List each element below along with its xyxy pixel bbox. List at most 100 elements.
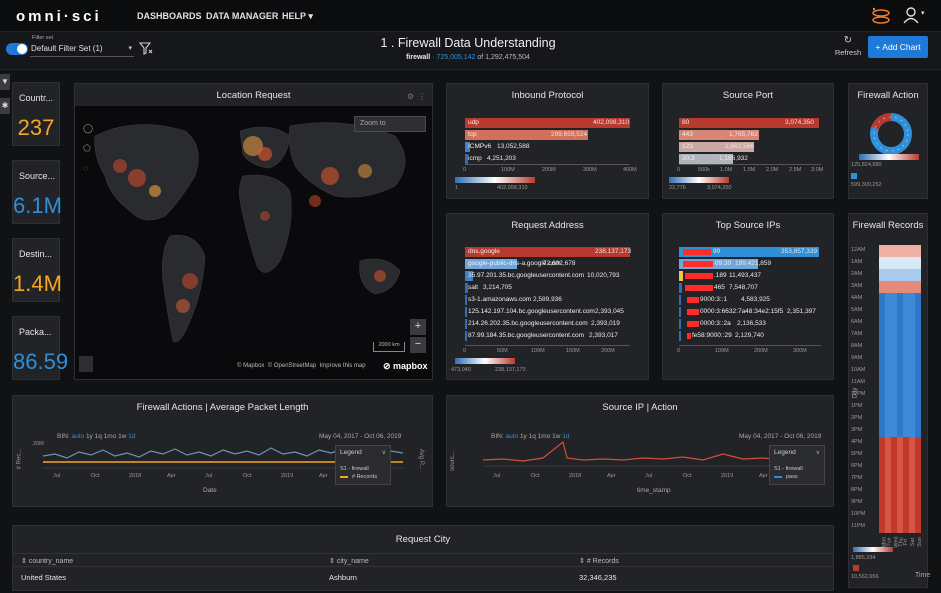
refresh-button[interactable]: ↻ Refresh <box>834 36 862 58</box>
heatmap-cell[interactable] <box>891 245 897 257</box>
heatmap-cell[interactable] <box>891 473 897 485</box>
heatmap-cell[interactable] <box>915 401 921 413</box>
heatmap-cell[interactable] <box>879 401 885 413</box>
heatmap-cell[interactable] <box>879 365 885 377</box>
heatmap-cell[interactable] <box>903 341 909 353</box>
heatmap-cell[interactable] <box>897 485 903 497</box>
filter-set-select[interactable]: Default Filter Set (1) ▾ <box>30 41 134 57</box>
omnisci-logo[interactable]: omni·sci <box>16 8 102 25</box>
heatmap-cell[interactable] <box>915 425 921 437</box>
heatmap-cell[interactable] <box>909 269 915 281</box>
bar-port-80[interactable] <box>679 118 819 128</box>
heatmap-cell[interactable] <box>903 305 909 317</box>
heatmap-cell[interactable] <box>897 449 903 461</box>
firewall-action-ring[interactable] <box>867 110 915 158</box>
heatmap-cell[interactable] <box>879 485 885 497</box>
heatmap-cell[interactable] <box>915 257 921 269</box>
heatmap-cell[interactable] <box>897 341 903 353</box>
heatmap-cell[interactable] <box>879 449 885 461</box>
bar-port-123[interactable] <box>679 142 754 152</box>
heatmap-cell[interactable] <box>885 509 891 521</box>
bar-row[interactable] <box>465 331 467 341</box>
heatmap-cell[interactable] <box>879 341 885 353</box>
heatmap-cell[interactable] <box>885 497 891 509</box>
heatmap-cell[interactable] <box>885 401 891 413</box>
heatmap-cell[interactable] <box>891 341 897 353</box>
heatmap-cell[interactable] <box>909 461 915 473</box>
heatmap-cell[interactable] <box>909 293 915 305</box>
map-search-input[interactable]: Zoom to <box>354 116 426 132</box>
heatmap-cell[interactable] <box>909 281 915 293</box>
heatmap-cell[interactable] <box>915 377 921 389</box>
color-legend[interactable] <box>853 547 893 552</box>
heatmap-cell[interactable] <box>903 521 909 533</box>
add-chart-button[interactable]: + Add Chart <box>868 36 928 58</box>
heatmap-cell[interactable] <box>879 437 885 449</box>
color-legend[interactable] <box>669 177 729 183</box>
bar-tcp[interactable] <box>465 130 588 140</box>
attr-improve[interactable]: Improve this map <box>319 363 366 369</box>
world-map[interactable]: ◯ ⬠ ◌ Zoom to + − 2000 km © Mapbox © OpenS… <box>75 106 432 379</box>
bar-udp[interactable] <box>465 118 630 128</box>
heatmap-cell[interactable] <box>897 413 903 425</box>
heatmap-cell[interactable] <box>885 389 891 401</box>
heatmap-cell[interactable] <box>891 269 897 281</box>
heatmap-cell[interactable] <box>891 497 897 509</box>
heatmap-cell[interactable] <box>909 341 915 353</box>
heatmap-cell[interactable] <box>915 365 921 377</box>
heatmap-cell[interactable] <box>915 281 921 293</box>
bar-row[interactable] <box>679 271 683 281</box>
heatmap-cell[interactable] <box>891 437 897 449</box>
heatmap-cell[interactable] <box>879 281 885 293</box>
gear-icon[interactable]: ⚙ <box>406 92 414 101</box>
heatmap-cell[interactable] <box>897 521 903 533</box>
attr-mapbox[interactable]: © Mapbox <box>237 363 265 369</box>
heatmap-cell[interactable] <box>915 521 921 533</box>
line-chart-plot[interactable] <box>483 440 823 472</box>
heatmap-cell[interactable] <box>897 245 903 257</box>
heatmap-cell[interactable] <box>909 353 915 365</box>
heatmap-cell[interactable] <box>903 365 909 377</box>
heatmap-cell[interactable] <box>897 305 903 317</box>
bar-row[interactable] <box>679 295 681 305</box>
heatmap-cell[interactable] <box>879 413 885 425</box>
bar-row[interactable] <box>679 283 682 293</box>
zoom-out-button[interactable]: − <box>410 337 426 353</box>
heatmap-cell[interactable] <box>915 437 921 449</box>
color-legend[interactable] <box>455 358 515 364</box>
heatmap-cell[interactable] <box>885 317 891 329</box>
heatmap-cell[interactable] <box>885 353 891 365</box>
chart-title[interactable]: Request Address <box>511 220 584 231</box>
heatmap-cell[interactable] <box>903 353 909 365</box>
column-header-city[interactable]: ⇕ city_name <box>329 558 369 565</box>
heatmap-cell[interactable] <box>885 365 891 377</box>
user-menu[interactable]: ▾ <box>903 6 931 26</box>
heatmap-cell[interactable] <box>909 485 915 497</box>
heatmap-cell[interactable] <box>897 401 903 413</box>
bin-1w[interactable]: 1w <box>118 433 127 440</box>
bar-row[interactable] <box>465 259 517 269</box>
heatmap-cell[interactable] <box>903 461 909 473</box>
heatmap-cell[interactable] <box>891 389 897 401</box>
heatmap-cell[interactable] <box>909 245 915 257</box>
heatmap-cell[interactable] <box>909 425 915 437</box>
heatmap-cell[interactable] <box>885 377 891 389</box>
bin-1mo[interactable]: 1mo <box>103 433 117 440</box>
heatmap-cell[interactable] <box>903 401 909 413</box>
heatmap-cell[interactable] <box>879 521 885 533</box>
bin-1q[interactable]: 1q <box>528 433 536 440</box>
heatmap-cell[interactable] <box>897 425 903 437</box>
heatmap-cell[interactable] <box>915 293 921 305</box>
heatmap-cell[interactable] <box>879 305 885 317</box>
bar-port-4[interactable] <box>679 154 733 164</box>
heatmap-cell[interactable] <box>897 497 903 509</box>
heatmap-cell[interactable] <box>909 305 915 317</box>
heatmap-cell[interactable] <box>897 461 903 473</box>
chart-title[interactable]: Firewall Actions | Average Packet Length <box>136 402 309 413</box>
heatmap-cell[interactable] <box>903 509 909 521</box>
heatmap-cell[interactable] <box>897 329 903 341</box>
heatmap-cell[interactable] <box>903 281 909 293</box>
heatmap-cell[interactable] <box>909 437 915 449</box>
heatmap-cell[interactable] <box>879 317 885 329</box>
heatmap-cell[interactable] <box>891 365 897 377</box>
